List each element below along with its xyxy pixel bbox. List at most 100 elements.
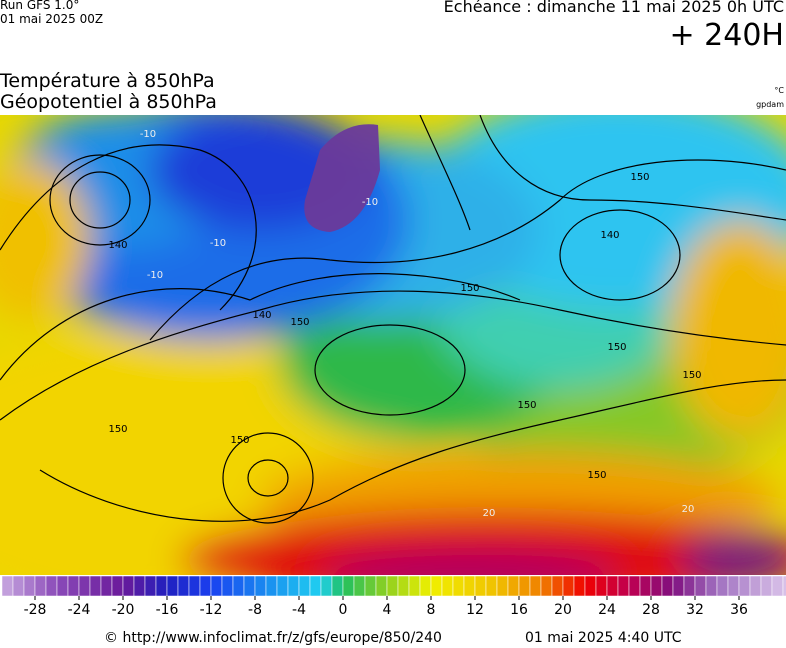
- colorbar-swatch: [683, 575, 696, 597]
- colorbar-swatch: [320, 575, 333, 597]
- colorbar-swatch: [738, 575, 751, 597]
- colorbar-swatch: [144, 575, 157, 597]
- contour-label: -10: [210, 238, 226, 249]
- colorbar-swatch: [584, 575, 597, 597]
- colorbar-swatch: [56, 575, 69, 597]
- colorbar-swatch: [562, 575, 575, 597]
- valid-time: Echéance : dimanche 11 mai 2025 0h UTC: [443, 0, 784, 16]
- colorbar-tick-label: -24: [68, 602, 91, 618]
- colorbar-swatch: [474, 575, 487, 597]
- geopotential-unit: gpdam: [756, 100, 784, 109]
- colorbar-swatch: [771, 575, 784, 597]
- colorbar-swatch: [716, 575, 729, 597]
- footer-source: © http://www.infoclimat.fr/z/gfs/europe/…: [104, 630, 442, 646]
- colorbar-swatch: [155, 575, 168, 597]
- contour-label: 150: [517, 400, 536, 411]
- colorbar-swatch: [122, 575, 135, 597]
- colorbar-swatch: [1, 575, 14, 597]
- colorbar-swatch: [760, 575, 773, 597]
- colorbar-swatch: [177, 575, 190, 597]
- colorbar-swatch: [12, 575, 25, 597]
- colorbar-swatch: [441, 575, 454, 597]
- colorbar-swatch: [705, 575, 718, 597]
- geopotential-title: Géopotentiel à 850hPa: [0, 91, 217, 113]
- contour-label: 140: [252, 310, 271, 321]
- run-label: Run GFS 1.0°: [0, 0, 80, 12]
- colorbar-swatch: [606, 575, 619, 597]
- colorbar-swatch: [78, 575, 91, 597]
- run-date: 01 mai 2025 00Z: [0, 12, 104, 26]
- colorbar-swatch: [518, 575, 531, 597]
- colorbar-swatch: [364, 575, 377, 597]
- colorbar-tick-label: 24: [598, 602, 616, 618]
- colorbar-swatch: [496, 575, 509, 597]
- colorbar-tick-label: 28: [642, 602, 660, 618]
- colorbar-swatch: [375, 575, 388, 597]
- footer-generated: 01 mai 2025 4:40 UTC: [525, 630, 682, 646]
- colorbar-swatch: [309, 575, 322, 597]
- contour-label: 150: [607, 342, 626, 353]
- colorbar-swatch: [188, 575, 201, 597]
- colorbar-swatch: [67, 575, 80, 597]
- contour-label: -10: [362, 197, 378, 208]
- colorbar-tick-label: -28: [24, 602, 47, 618]
- contour-label: 20: [483, 508, 496, 519]
- colorbar-swatch: [23, 575, 36, 597]
- contour-label: 20: [682, 504, 695, 515]
- colorbar-swatch: [639, 575, 652, 597]
- colorbar-swatch: [485, 575, 498, 597]
- colorbar-swatch: [650, 575, 663, 597]
- colorbar-swatch: [408, 575, 421, 597]
- colorbar-swatch: [34, 575, 47, 597]
- colorbar-swatch: [232, 575, 245, 597]
- colorbar-swatch: [298, 575, 311, 597]
- contour-label: 150: [290, 317, 309, 328]
- colorbar-swatch: [353, 575, 366, 597]
- colorbar-swatch: [265, 575, 278, 597]
- colorbar-swatch: [243, 575, 256, 597]
- contour-label: 140: [600, 230, 619, 241]
- colorbar-swatch: [749, 575, 762, 597]
- contour-label: -10: [147, 270, 163, 281]
- colorbar-tick-label: -16: [156, 602, 179, 618]
- colorbar-tick-label: 36: [730, 602, 748, 618]
- lead-time: + 240H: [669, 18, 785, 53]
- colorbar-swatch: [133, 575, 146, 597]
- colorbar-swatch: [540, 575, 553, 597]
- contour-label: 150: [230, 435, 249, 446]
- contour-label: 150: [587, 470, 606, 481]
- colorbar-tick-label: 0: [339, 602, 348, 618]
- contour-label: 150: [630, 172, 649, 183]
- colorbar-swatch: [45, 575, 58, 597]
- colorbar-tick-label: -20: [112, 602, 135, 618]
- colorbar-swatch: [782, 575, 786, 597]
- colorbar-tick-label: 4: [383, 602, 392, 618]
- colorbar-tick-label: 32: [686, 602, 704, 618]
- colorbar-swatch: [331, 575, 344, 597]
- colorbar-tick-label: -8: [248, 602, 262, 618]
- colorbar-tick-label: 16: [510, 602, 528, 618]
- colorbar-swatch: [661, 575, 674, 597]
- contour-label: 140: [108, 240, 127, 251]
- temperature-unit: °C: [774, 86, 784, 95]
- colorbar-swatch: [221, 575, 234, 597]
- colorbar-tick-label: -12: [200, 602, 223, 618]
- colorbar-swatch: [419, 575, 432, 597]
- colorbar-swatch: [617, 575, 630, 597]
- colorbar-swatch: [727, 575, 740, 597]
- contour-label: 150: [682, 370, 701, 381]
- colorbar-swatch: [111, 575, 124, 597]
- colorbar-swatch: [199, 575, 212, 597]
- greenland-cold-core: [304, 124, 380, 232]
- colorbar-swatch: [573, 575, 586, 597]
- colorbar-swatch: [529, 575, 542, 597]
- colorbar-swatch: [89, 575, 102, 597]
- colorbar-swatch: [254, 575, 267, 597]
- contour-label: 150: [108, 424, 127, 435]
- colorbar-swatch: [507, 575, 520, 597]
- colorbar-tick-label: 8: [427, 602, 436, 618]
- colorbar-swatch: [397, 575, 410, 597]
- colorbar-tick-label: 12: [466, 602, 484, 618]
